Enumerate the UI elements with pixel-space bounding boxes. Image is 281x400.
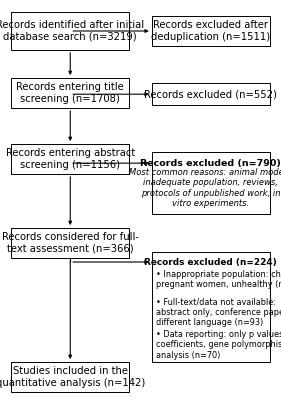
FancyBboxPatch shape [152,83,270,105]
FancyBboxPatch shape [11,78,129,108]
Text: Records entering abstract
screening (n=1156): Records entering abstract screening (n=1… [6,148,135,170]
Text: • Full-text/data not available:
abstract only, conference papers,
different lang: • Full-text/data not available: abstract… [156,297,281,327]
Text: • Data reporting: only p values, R
coefficients, gene polymorphism
analysis (n=7: • Data reporting: only p values, R coeff… [156,330,281,360]
FancyBboxPatch shape [11,228,129,258]
Text: Records excluded after
deduplication (n=1511): Records excluded after deduplication (n=… [151,20,270,42]
FancyBboxPatch shape [152,252,270,362]
FancyBboxPatch shape [11,144,129,174]
FancyBboxPatch shape [11,12,129,50]
Text: Most common reasons: animal models,
inadequate population, reviews,
protocols of: Most common reasons: animal models, inad… [129,168,281,208]
Text: Records excluded (n=552): Records excluded (n=552) [144,89,277,99]
Text: Records considered for full-
text assessment (n=366): Records considered for full- text assess… [2,232,139,254]
FancyBboxPatch shape [11,362,129,392]
Text: Records excluded (n=224): Records excluded (n=224) [144,258,277,267]
Text: Records excluded (n=790): Records excluded (n=790) [140,159,281,168]
FancyBboxPatch shape [152,152,270,214]
Text: Records entering title
screening (n=1708): Records entering title screening (n=1708… [16,82,124,104]
Text: Studies included in the
quantitative analysis (n=142): Studies included in the quantitative ana… [0,366,145,388]
Text: • Inappropriate population: children,
pregnant women, unhealthy (n=61): • Inappropriate population: children, pr… [156,270,281,290]
FancyBboxPatch shape [152,16,270,46]
Text: Records identified after initial
database search (n=3219): Records identified after initial databas… [0,20,144,42]
